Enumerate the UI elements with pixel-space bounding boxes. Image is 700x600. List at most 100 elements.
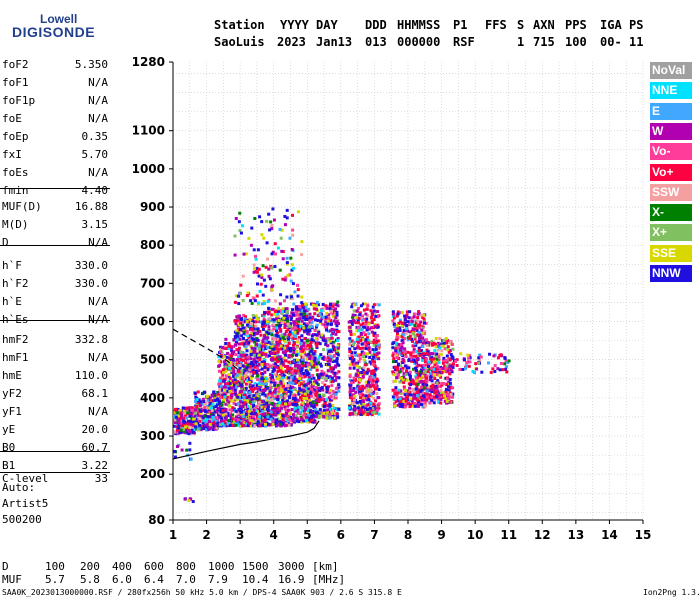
data-point xyxy=(417,349,421,353)
data-point xyxy=(362,365,366,369)
data-point xyxy=(234,294,238,298)
data-point xyxy=(224,412,228,416)
data-point xyxy=(262,414,266,418)
data-point xyxy=(234,423,238,427)
data-point xyxy=(362,397,366,401)
data-point xyxy=(199,424,203,428)
data-point xyxy=(334,407,338,411)
data-point xyxy=(399,348,403,352)
data-point xyxy=(401,331,405,335)
data-point xyxy=(273,357,277,361)
data-point xyxy=(239,411,243,415)
data-point xyxy=(432,343,436,347)
data-point xyxy=(232,388,236,392)
data-point xyxy=(262,278,266,282)
data-point xyxy=(249,376,253,380)
data-point xyxy=(291,353,295,357)
data-point xyxy=(215,402,219,406)
data-point xyxy=(425,343,429,347)
data-point xyxy=(337,389,341,393)
data-point xyxy=(302,312,306,316)
data-point xyxy=(290,247,294,251)
data-point xyxy=(402,372,406,376)
data-point xyxy=(282,392,286,396)
data-point xyxy=(313,329,317,333)
data-point xyxy=(237,323,241,327)
data-point xyxy=(259,333,263,337)
data-point xyxy=(239,394,243,398)
data-point xyxy=(277,390,281,394)
data-point xyxy=(264,354,268,358)
data-point xyxy=(354,372,358,376)
data-point xyxy=(305,370,309,374)
data-point xyxy=(330,336,334,340)
data-point xyxy=(276,353,280,357)
data-point xyxy=(411,404,415,408)
data-point xyxy=(332,346,336,350)
data-point xyxy=(275,317,279,321)
data-point xyxy=(360,407,364,411)
data-point xyxy=(255,319,259,323)
data-point xyxy=(188,409,192,413)
data-point xyxy=(233,384,237,388)
data-point xyxy=(213,394,217,398)
data-point xyxy=(400,369,404,373)
data-point xyxy=(235,419,239,423)
data-point xyxy=(318,362,322,366)
data-point xyxy=(299,406,303,410)
data-point xyxy=(324,339,328,343)
data-point xyxy=(377,351,381,355)
data-point xyxy=(421,345,425,349)
data-point xyxy=(248,325,252,329)
data-point xyxy=(274,326,278,330)
data-point xyxy=(374,387,378,391)
data-point xyxy=(395,351,399,355)
data-point xyxy=(444,336,448,340)
data-point xyxy=(404,399,408,403)
data-point xyxy=(235,358,239,362)
data-point xyxy=(336,300,340,304)
data-point xyxy=(287,333,291,337)
data-point xyxy=(355,339,359,343)
data-point xyxy=(480,370,484,374)
data-point xyxy=(448,381,452,385)
data-point xyxy=(315,401,319,405)
data-point xyxy=(274,365,278,369)
data-point xyxy=(440,381,444,385)
data-point xyxy=(279,293,283,297)
header-label: PS xyxy=(629,18,644,32)
data-point xyxy=(352,366,356,370)
data-point xyxy=(234,402,238,406)
data-point xyxy=(220,393,224,397)
data-point xyxy=(443,347,447,351)
data-point xyxy=(376,346,380,350)
data-point xyxy=(292,376,296,380)
param-key: foEs xyxy=(2,166,29,179)
data-point xyxy=(448,372,452,376)
data-point xyxy=(200,402,204,406)
data-point xyxy=(327,385,331,389)
param-key: yF2 xyxy=(2,387,22,400)
data-point xyxy=(263,422,267,426)
data-point xyxy=(310,334,314,338)
param-key: h`E xyxy=(2,295,22,308)
data-point xyxy=(325,306,329,310)
data-point xyxy=(204,406,208,410)
data-point xyxy=(281,384,285,388)
data-point xyxy=(324,357,328,361)
param-separator xyxy=(0,188,110,189)
data-point xyxy=(412,354,416,358)
data-point xyxy=(211,394,215,398)
data-point xyxy=(437,370,441,374)
data-point xyxy=(458,367,462,371)
data-point xyxy=(243,401,247,405)
data-point xyxy=(249,366,253,370)
data-point xyxy=(281,347,285,351)
data-point xyxy=(321,309,325,313)
data-point xyxy=(264,403,268,407)
data-point xyxy=(276,411,280,415)
data-point xyxy=(394,347,398,351)
data-point xyxy=(214,405,218,409)
data-point xyxy=(283,323,287,327)
data-point xyxy=(303,374,307,378)
